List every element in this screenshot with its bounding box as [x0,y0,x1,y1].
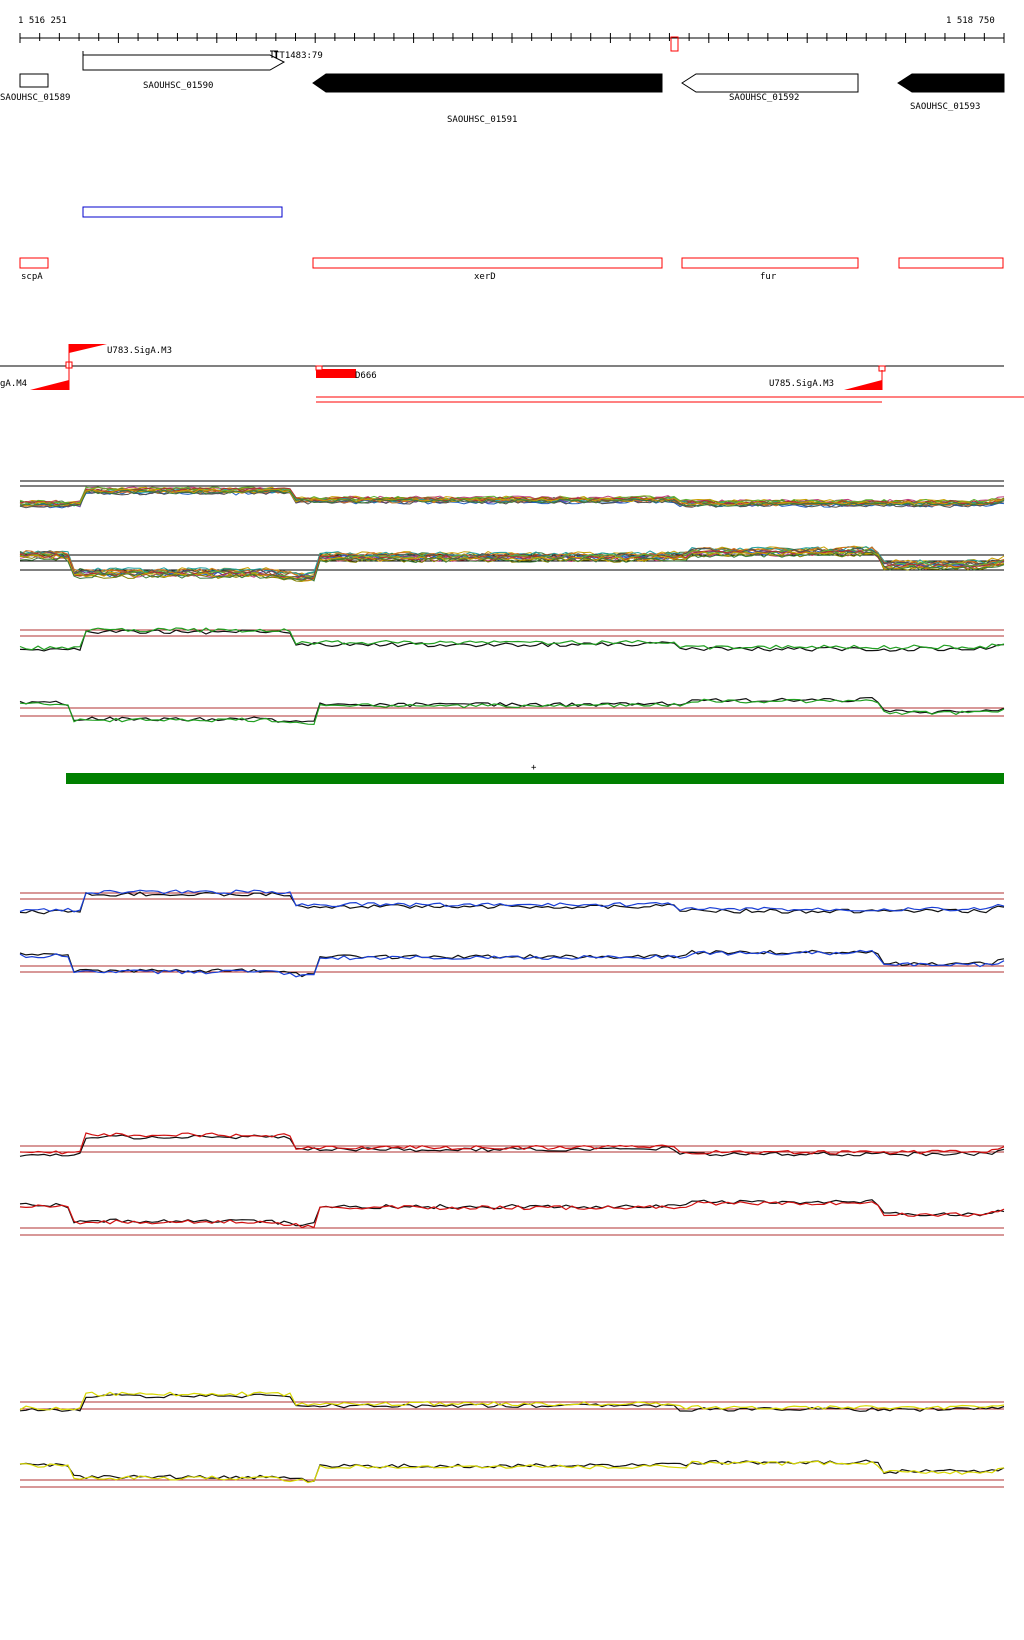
profile-lower-condition [19,552,1005,583]
coordinate-ruler: 1 516 251 1 518 750 [18,16,1005,52]
feature-xerD[interactable] [312,257,663,269]
profile-upper-black [19,629,1005,652]
ruler-ticks [19,33,1005,43]
gene-name-track: scpA xerD fur [19,257,1004,282]
profile-upper-condition [19,488,1005,507]
expression-track-yellow[interactable] [19,1391,1005,1488]
promoter-d666-anchor [315,365,323,371]
profile-upper-colored [19,1132,1005,1155]
promoter-label-d666: D666 [355,371,377,381]
profile-upper-condition [19,487,1005,506]
green-region-bar[interactable] [66,773,1004,784]
cursor-mark: + [531,763,537,773]
gene-label-saouhsc-01592: SAOUHSC_01592 [729,93,799,103]
terminator-tt1483-79[interactable] [270,50,278,58]
promoter-label-m4: gA.M4 [0,379,27,389]
gene-saouhsc-01592[interactable] [681,73,859,93]
feature-scpA[interactable] [19,257,49,269]
blue-feature-box[interactable] [82,206,283,218]
profile-lower-colored [19,1460,1005,1484]
gene-saouhsc-01589[interactable] [19,73,49,88]
expression-track-multi-condition[interactable] [19,480,1005,583]
gene-label-saouhsc-01589: SAOUHSC_01589 [0,93,70,103]
promoter-u783-flag[interactable] [69,344,107,353]
promoter-label-u785: U785.SigA.M3 [769,379,834,389]
feature-label-xerD: xerD [474,272,496,282]
expression-track-red[interactable] [19,1132,1005,1236]
ruler-start-label: 1 516 251 [18,16,67,26]
profile-lower-colored [19,1200,1005,1229]
expression-track-blue[interactable] [19,889,1005,978]
profile-upper-condition [19,486,1005,505]
feature-fur[interactable] [681,257,859,269]
promoter-track: U783.SigA.M3 gA.M4 D666 U785.SigA.M3 [0,344,1024,403]
ruler-end-label: 1 518 750 [946,16,995,26]
gene-label-saouhsc-01590: SAOUHSC_01590 [143,81,213,91]
gene-saouhsc-01593[interactable] [897,73,1005,93]
promoter-u785-flag[interactable] [844,380,882,390]
profile-upper-black [19,1134,1005,1157]
promoter-m4-flag[interactable] [30,380,69,390]
profile-lower-condition [19,545,1005,577]
profile-lower-condition [19,549,1005,580]
terminator-label: TT1483:79 [274,51,323,61]
profile-lower-condition [19,551,1005,582]
feature-label-fur: fur [760,272,777,282]
profile-upper-colored [19,1391,1005,1411]
gene-saouhsc-01591[interactable] [312,73,663,93]
promoter-d666-block[interactable] [316,369,356,378]
feature-unnamed-right[interactable] [898,257,1004,269]
gene-label-saouhsc-01591: SAOUHSC_01591 [447,115,517,125]
profile-upper-colored [19,889,1005,913]
profile-lower-condition [19,551,1005,582]
ruler-position-marker[interactable] [670,36,679,52]
gene-label-saouhsc-01593: SAOUHSC_01593 [910,102,980,112]
profile-upper-colored [19,627,1005,651]
profile-lower-condition [19,546,1005,579]
profile-lower-colored [19,698,1005,726]
profile-lower-colored [19,949,1005,978]
expression-track-green[interactable] [19,627,1005,726]
gene-track: SAOUHSC_01589 SAOUHSC_01590 TT1483:79 SA… [0,50,1005,125]
gene-saouhsc-01590[interactable] [82,54,286,71]
profile-upper-condition [19,489,1005,507]
promoter-label-u783: U783.SigA.M3 [107,346,172,356]
feature-label-scpA: scpA [21,272,43,282]
profile-lower-black [19,949,1005,978]
